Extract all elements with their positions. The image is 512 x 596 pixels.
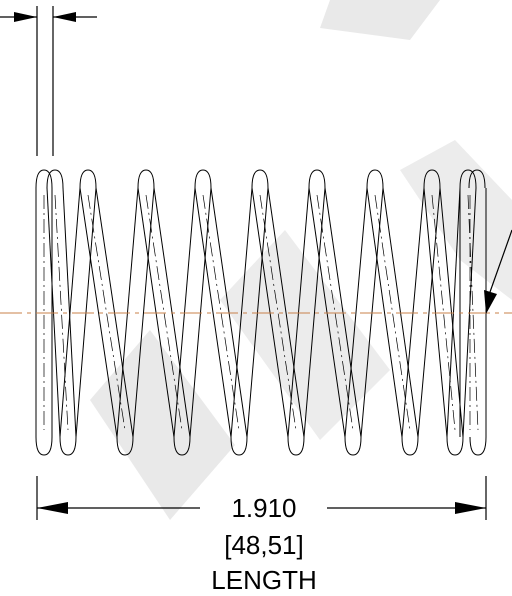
coil-top-turn (194, 169, 212, 189)
coil-top-turn (35, 169, 53, 189)
coil-top-turn (423, 169, 441, 189)
coil-center-line (202, 194, 240, 431)
watermark-stroke (320, 0, 440, 40)
watermark-stroke (220, 230, 390, 440)
arrowhead (14, 12, 37, 22)
coil-front-wire (194, 187, 232, 438)
coil-rear-wire (132, 187, 155, 438)
wire-diameter-dimension (0, 6, 97, 156)
watermark-stroke (90, 330, 235, 520)
length-label: LENGTH (211, 565, 316, 595)
leader-arrowhead (484, 290, 497, 314)
coil-top-turn (459, 169, 477, 189)
coil-bottom-turn (173, 436, 191, 456)
coil-center-line (54, 194, 69, 431)
coil-top-turn (79, 169, 97, 189)
coil-rear-wire (344, 187, 368, 438)
coil-center-line (87, 194, 126, 431)
coil-top-turn (137, 169, 155, 189)
coil-top-turn (468, 169, 486, 189)
coil-center-line (431, 194, 456, 431)
coil-center-line (259, 194, 297, 431)
coil-bottom-turn (446, 436, 464, 456)
coil-rear-wire (303, 187, 326, 438)
coil-rear-wire (59, 187, 81, 438)
coil-bottom-turn (116, 436, 134, 456)
coil-bottom-turn (59, 436, 77, 456)
coil-top-turn (366, 169, 384, 189)
arrowhead (37, 502, 68, 514)
arrowhead (53, 12, 76, 22)
coil-top-turn (308, 169, 326, 189)
coil-center-line (467, 194, 479, 431)
coil-center-line (145, 194, 183, 431)
coil-bottom-turn (35, 436, 53, 456)
coil-bottom-turn (344, 436, 362, 456)
coil-front-wire (79, 187, 118, 438)
coil-top-turn (46, 169, 64, 189)
coil-bottom-turn (401, 436, 419, 456)
coil-rear-wire (417, 187, 441, 438)
leader-line (489, 229, 512, 293)
length-millimeters: [48,51] (224, 530, 304, 560)
arrowhead (455, 502, 486, 514)
coil-top-turn (251, 169, 269, 189)
length-dimension (36, 476, 487, 520)
coil-center-line (316, 194, 354, 431)
coil-rear-wire (230, 187, 253, 438)
coil-bottom-turn (287, 436, 305, 456)
watermark (90, 0, 512, 520)
coil-front-wire (366, 187, 403, 438)
outer-diameter-leader (484, 229, 512, 314)
coil-center-line (374, 194, 411, 431)
coil-bottom-turn (230, 436, 248, 456)
coil-bottom-turn (469, 436, 487, 456)
length-inches: 1.910 (231, 493, 296, 523)
coil-front-wire (267, 187, 305, 438)
